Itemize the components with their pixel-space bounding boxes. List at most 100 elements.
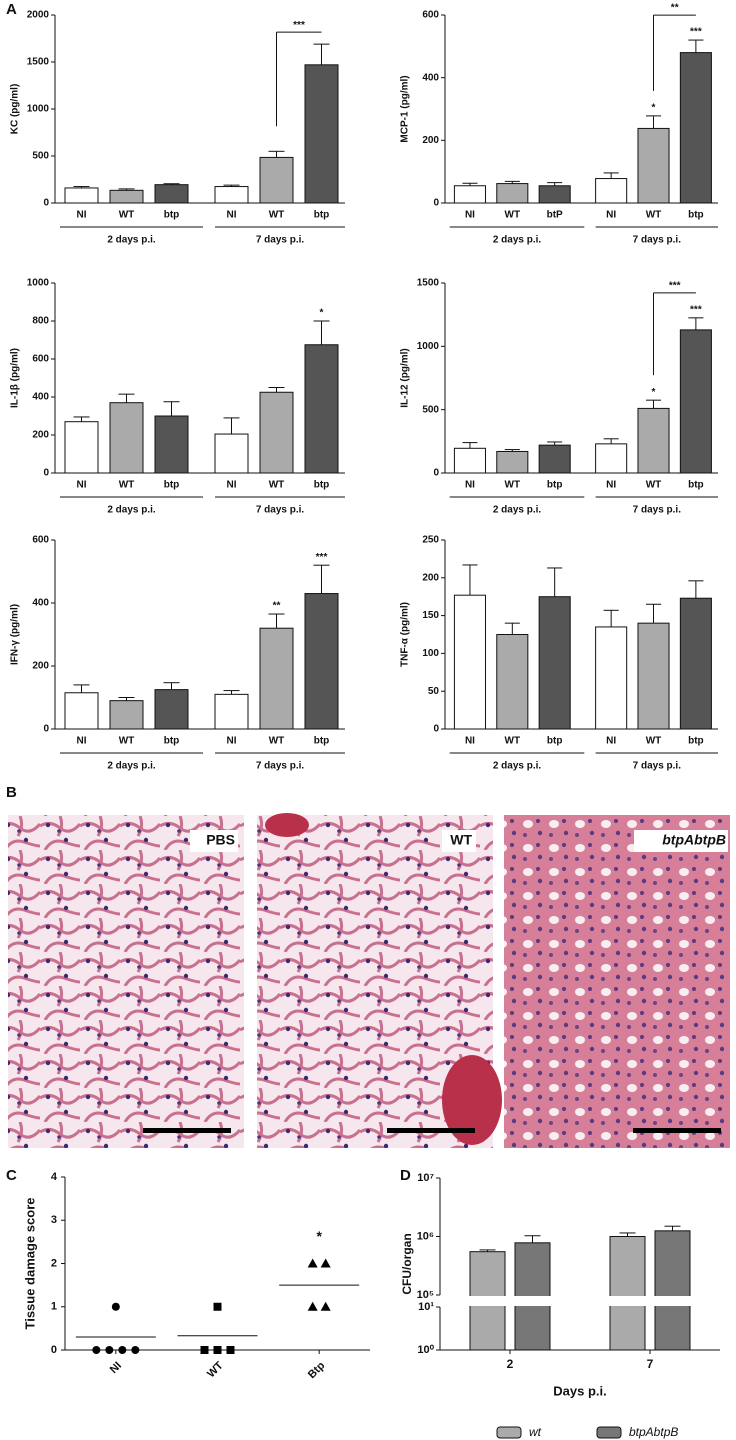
significance: * [320, 308, 324, 319]
vessel [265, 813, 309, 837]
x-tick-label: btp [688, 480, 704, 491]
x-tick-label: NI [227, 480, 237, 491]
bar [538, 185, 571, 204]
x-tick-label: btp [314, 210, 330, 221]
scale-bar [387, 1128, 475, 1133]
x-tick-label: WT [269, 736, 285, 747]
y-axis-label: Tissue damage score [22, 1198, 37, 1330]
bar [679, 597, 712, 730]
histology: PBS WT btpAbtpB [8, 813, 730, 1148]
x-tick-label: WT [505, 480, 521, 491]
point [213, 1346, 222, 1354]
bar [259, 391, 294, 474]
bar [214, 186, 249, 204]
x-tick-label: 7 [647, 1357, 654, 1371]
significance: *** [293, 20, 305, 31]
significance: * [652, 387, 656, 398]
significance: * [652, 103, 656, 114]
bar [595, 178, 628, 204]
y-tick-label: 600 [422, 10, 439, 21]
bar [154, 689, 189, 730]
panel-label: D [400, 1167, 411, 1184]
legend-label: wt [529, 1425, 542, 1439]
bar [109, 189, 144, 204]
bar [637, 127, 670, 204]
bar [637, 407, 670, 474]
y-tick-label: 10⁵ [417, 1289, 434, 1301]
point [200, 1346, 209, 1354]
bar [595, 626, 628, 730]
y-tick-label: 10⁶ [417, 1230, 434, 1242]
significance: ** [273, 601, 281, 612]
x-tick-label: WT [205, 1359, 226, 1380]
point [105, 1346, 114, 1354]
group-label: 2 days p.i. [107, 761, 156, 772]
x-tick-label: btp [547, 480, 563, 491]
point [213, 1302, 222, 1311]
y-axis-label: KC (pg/ml) [10, 84, 21, 135]
x-tick-label: btp [688, 736, 704, 747]
bar [654, 1230, 691, 1351]
panel-label: C [6, 1167, 17, 1184]
y-tick-label: 500 [32, 151, 49, 162]
scale-bar [633, 1128, 721, 1133]
group-label: 2 days p.i. [493, 761, 542, 772]
x-tick-label: NI [77, 480, 87, 491]
x-tick-label: NI [227, 210, 237, 221]
y-tick-label: 500 [422, 404, 439, 415]
vessel [442, 1055, 502, 1145]
histology-image [8, 815, 244, 1148]
scale-bar [143, 1128, 231, 1133]
point [320, 1301, 331, 1311]
y-tick-label: 2000 [27, 10, 50, 21]
y-axis-label: IFN-γ (pg/ml) [10, 604, 21, 665]
histology-image [504, 815, 730, 1148]
bar [214, 433, 249, 474]
x-tick-label: btp [314, 736, 330, 747]
x-tick-label: btp [164, 736, 180, 747]
group-label: 7 days p.i. [256, 235, 305, 246]
y-tick-label: 600 [32, 535, 49, 546]
group-label: 7 days p.i. [633, 505, 682, 516]
point [307, 1258, 318, 1268]
y-tick-label: 0 [51, 1344, 57, 1356]
y-tick-label: 10⁷ [417, 1172, 434, 1184]
legend-label: btpAbtpB [629, 1425, 678, 1439]
panel-label: A [6, 1, 17, 18]
y-tick-label: 1500 [27, 57, 50, 68]
y-tick-label: 0 [43, 198, 49, 209]
x-tick-label: WT [269, 210, 285, 221]
y-tick-label: 0 [433, 724, 439, 735]
point [118, 1346, 127, 1354]
x-tick-label: btp [314, 480, 330, 491]
label-bg [190, 830, 238, 852]
group-label: 2 days p.i. [107, 505, 156, 516]
x-tick-label: WT [646, 736, 662, 747]
significance: *** [316, 552, 328, 563]
y-tick-label: 250 [422, 535, 439, 546]
x-tick-label: btp [164, 480, 180, 491]
significance: *** [669, 280, 681, 291]
bar [609, 1236, 646, 1351]
bar [304, 593, 339, 730]
bar [679, 52, 712, 204]
y-axis-label: MCP-1 (pg/ml) [400, 75, 411, 142]
x-tick-label: Btp [306, 1359, 328, 1381]
x-tick-label: WT [119, 480, 135, 491]
y-tick-label: 2 [51, 1257, 57, 1269]
group-label: 7 days p.i. [633, 761, 682, 772]
bar [496, 634, 529, 730]
y-tick-label: 800 [32, 316, 49, 327]
bar [679, 329, 712, 474]
y-tick-label: 200 [32, 661, 49, 672]
point [226, 1346, 235, 1354]
x-tick-label: WT [505, 210, 521, 221]
bar [595, 443, 628, 474]
y-tick-label: 200 [422, 572, 439, 583]
legend-swatch [596, 1426, 622, 1439]
x-tick-label: WT [646, 480, 662, 491]
point [92, 1346, 101, 1354]
bar [64, 421, 99, 474]
bar [496, 450, 529, 474]
x-tick-label: WT [119, 210, 135, 221]
